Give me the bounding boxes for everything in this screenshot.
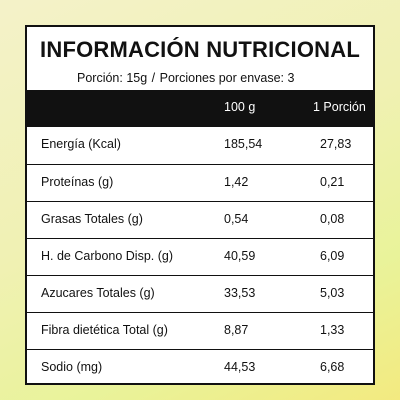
table-row-fat: Grasas Totales (g) 0,54 0,08 <box>27 201 373 236</box>
row-name: Sodio (mg) <box>41 360 103 374</box>
row-value-100g: 40,59 <box>224 249 256 263</box>
column-header-portion: 1 Porción <box>313 100 366 114</box>
row-value-portion: 0,21 <box>320 175 345 189</box>
row-value-100g: 1,42 <box>224 175 249 189</box>
row-name: Grasas Totales (g) <box>41 212 143 226</box>
table-header: 100 g 1 Porción <box>27 90 373 127</box>
table-row-carbohydrates: H. de Carbono Disp. (g) 40,59 6,09 <box>27 238 373 273</box>
row-value-portion: 6,09 <box>320 249 345 263</box>
row-name: Azucares Totales (g) <box>41 286 155 300</box>
serving-info: Porción: 15g / Porciones por envase: 3 <box>77 71 294 85</box>
row-value-portion: 0,08 <box>320 212 345 226</box>
row-value-100g: 44,53 <box>224 360 256 374</box>
row-value-100g: 33,53 <box>224 286 256 300</box>
row-name: Proteínas (g) <box>41 175 114 189</box>
column-header-100g: 100 g <box>224 100 256 114</box>
row-value-100g: 0,54 <box>224 212 249 226</box>
serving-separator: / <box>151 71 156 85</box>
table-row-fiber: Fibra dietética Total (g) 8,87 1,33 <box>27 312 373 347</box>
row-name: Fibra dietética Total (g) <box>41 323 168 337</box>
label-title: INFORMACIÓN NUTRICIONAL <box>40 37 360 62</box>
row-value-portion: 1,33 <box>320 323 345 337</box>
table-row-protein: Proteínas (g) 1,42 0,21 <box>27 164 373 199</box>
nutrition-table-body: Energía (Kcal) 185,54 27,83 Proteínas (g… <box>27 127 373 387</box>
row-value-portion: 6,68 <box>320 360 345 374</box>
row-name: Energía (Kcal) <box>41 137 121 151</box>
table-row-energy: Energía (Kcal) 185,54 27,83 <box>27 127 373 161</box>
row-name: H. de Carbono Disp. (g) <box>41 249 174 263</box>
row-value-100g: 185,54 <box>224 137 263 151</box>
table-row-sugars: Azucares Totales (g) 33,53 5,03 <box>27 275 373 310</box>
nutrition-label: INFORMACIÓN NUTRICIONAL Porción: 15g / P… <box>25 25 375 385</box>
servings-per-container: Porciones por envase: 3 <box>159 71 295 85</box>
row-value-portion: 5,03 <box>320 286 345 300</box>
row-value-portion: 27,83 <box>320 137 352 151</box>
row-value-100g: 8,87 <box>224 323 249 337</box>
table-row-sodium: Sodio (mg) 44,53 6,68 <box>27 349 373 384</box>
serving-size: Porción: 15g <box>77 71 148 85</box>
